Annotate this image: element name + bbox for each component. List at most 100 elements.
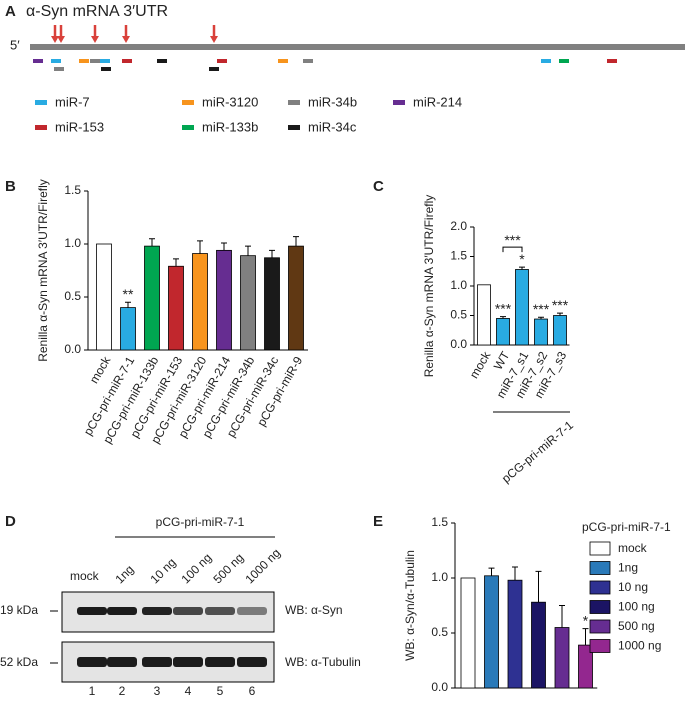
y-tick-label: 0.5 [450, 308, 467, 322]
lane-label: mock [70, 569, 100, 583]
site [278, 59, 288, 63]
site [607, 59, 617, 63]
panel-label: B [5, 178, 16, 195]
site [541, 59, 551, 63]
bar [240, 255, 256, 351]
blot-antibody: WB: α-Tubulin [285, 655, 361, 669]
y-tick-label: 1.5 [64, 183, 81, 197]
arrow-head [210, 36, 218, 43]
site [90, 59, 100, 63]
bar [553, 315, 567, 346]
legend-label: miR-153 [55, 119, 104, 134]
lane-label: 1ng [112, 562, 136, 586]
legend-swatch [589, 561, 611, 575]
bar [264, 257, 280, 351]
blot-size: 52 kDa [0, 655, 38, 669]
blot-antibody: WB: α-Syn [285, 603, 343, 617]
error-bar [582, 628, 589, 646]
y-tick-label: 0.0 [64, 342, 81, 356]
y-tick-label: 1.5 [431, 515, 448, 529]
y-tick-label: 0.5 [64, 289, 81, 303]
site [101, 67, 111, 71]
arrow-head [51, 36, 59, 43]
arrow-head [122, 36, 130, 43]
significance: ** [123, 286, 134, 302]
group-label: pCG-pri-miR-7-1 [499, 418, 576, 486]
legend-label: miR-214 [413, 94, 462, 109]
utr-bar [30, 44, 685, 50]
error-bar [519, 266, 525, 270]
site [54, 67, 64, 71]
band [142, 607, 172, 615]
y-axis-label: Renilla α-Syn mRNA 3′UTR/Firefly [422, 195, 436, 378]
y-tick-label: 1.0 [431, 570, 448, 584]
y-tick-label: 0.0 [450, 337, 467, 351]
band [77, 607, 107, 615]
site [157, 59, 167, 63]
legend-swatch [288, 125, 300, 130]
site [51, 59, 61, 63]
bar [144, 245, 160, 351]
site [122, 59, 132, 63]
legend-swatch [35, 100, 47, 105]
bar [531, 601, 546, 689]
legend-label: miR-7 [55, 94, 90, 109]
significance: * [519, 251, 525, 267]
utr-title: α-Syn mRNA 3′UTR [26, 3, 168, 20]
error-bar [538, 316, 544, 320]
legend-swatch [589, 600, 611, 614]
site [33, 59, 43, 63]
significance: * [583, 612, 589, 628]
bar [534, 318, 548, 346]
band [107, 657, 137, 667]
error-bar [125, 301, 131, 308]
y-tick-label: 2.0 [450, 219, 467, 233]
legend-swatch [589, 619, 611, 634]
error-bar [293, 236, 299, 247]
site [79, 59, 89, 63]
band [205, 657, 235, 667]
legend-label: miR-3120 [202, 94, 258, 109]
error-bar [557, 312, 563, 316]
error-bar [488, 567, 495, 576]
site [100, 59, 110, 63]
y-tick-label: 1.0 [64, 236, 81, 250]
five-prime: 5′ [10, 37, 20, 52]
band [142, 657, 172, 667]
significance: *** [504, 232, 521, 248]
error-bar [500, 316, 506, 319]
lane-label: 500 ng [210, 551, 246, 587]
legend-swatch [35, 125, 47, 130]
y-axis-label: Renilla α-Syn mRNA 3′UTR/Firefly [36, 179, 50, 362]
legend-label: mock [618, 541, 648, 555]
error-bar [197, 240, 203, 254]
bracket [502, 246, 523, 253]
bar [96, 243, 112, 351]
band [237, 657, 267, 667]
x-tick-label: mock [467, 348, 494, 381]
error-bar [512, 566, 518, 581]
band [77, 657, 107, 667]
bar [515, 269, 529, 346]
legend-label: 1000 ng [618, 639, 661, 653]
legend-label: 500 ng [618, 619, 655, 633]
error-bar [269, 249, 275, 258]
legend-label: miR-34c [308, 119, 357, 134]
bar [484, 575, 499, 689]
panel-label: A [5, 3, 16, 20]
significance: *** [495, 300, 512, 316]
legend-swatch [393, 100, 405, 105]
lane-label: 1000 ng [242, 546, 283, 587]
lane-number: 1 [89, 684, 96, 698]
error-bar [221, 242, 227, 251]
site [559, 59, 569, 63]
legend-label: miR-133b [202, 119, 258, 134]
site [217, 59, 227, 63]
legend-label: 1ng [618, 561, 638, 575]
error-bar [559, 605, 565, 628]
bar [192, 253, 208, 351]
band [173, 657, 203, 667]
panel-label: C [373, 178, 384, 195]
arrow-head [91, 36, 99, 43]
